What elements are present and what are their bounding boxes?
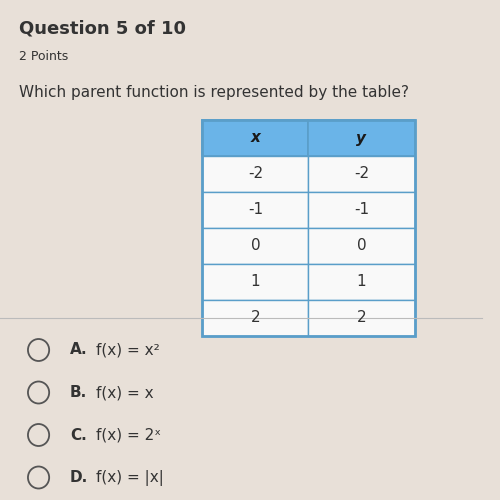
Text: f(x) = x²: f(x) = x² [96,342,160,357]
Text: A.: A. [70,342,87,357]
FancyBboxPatch shape [308,264,414,300]
Text: C.: C. [70,428,86,442]
Text: 2: 2 [250,310,260,326]
FancyBboxPatch shape [202,120,308,156]
FancyBboxPatch shape [308,120,414,156]
FancyBboxPatch shape [202,300,308,336]
Text: x: x [250,130,260,146]
Text: Question 5 of 10: Question 5 of 10 [20,20,186,38]
Text: -2: -2 [248,166,263,182]
FancyBboxPatch shape [202,156,308,192]
Text: D.: D. [70,470,88,485]
Text: f(x) = x: f(x) = x [96,385,154,400]
Text: y: y [356,130,366,146]
FancyBboxPatch shape [308,192,414,228]
FancyBboxPatch shape [202,192,308,228]
Text: f(x) = |x|: f(x) = |x| [96,470,164,486]
Text: 2 Points: 2 Points [20,50,68,63]
Text: -1: -1 [248,202,263,218]
Text: 0: 0 [356,238,366,254]
Text: -2: -2 [354,166,369,182]
Text: 1: 1 [250,274,260,289]
FancyBboxPatch shape [308,156,414,192]
Text: 1: 1 [356,274,366,289]
Text: B.: B. [70,385,87,400]
FancyBboxPatch shape [308,300,414,336]
Text: -1: -1 [354,202,369,218]
FancyBboxPatch shape [202,228,308,264]
FancyBboxPatch shape [308,228,414,264]
FancyBboxPatch shape [202,264,308,300]
Text: 0: 0 [250,238,260,254]
Text: Which parent function is represented by the table?: Which parent function is represented by … [20,85,409,100]
Text: 2: 2 [356,310,366,326]
Text: f(x) = 2ˣ: f(x) = 2ˣ [96,428,162,442]
